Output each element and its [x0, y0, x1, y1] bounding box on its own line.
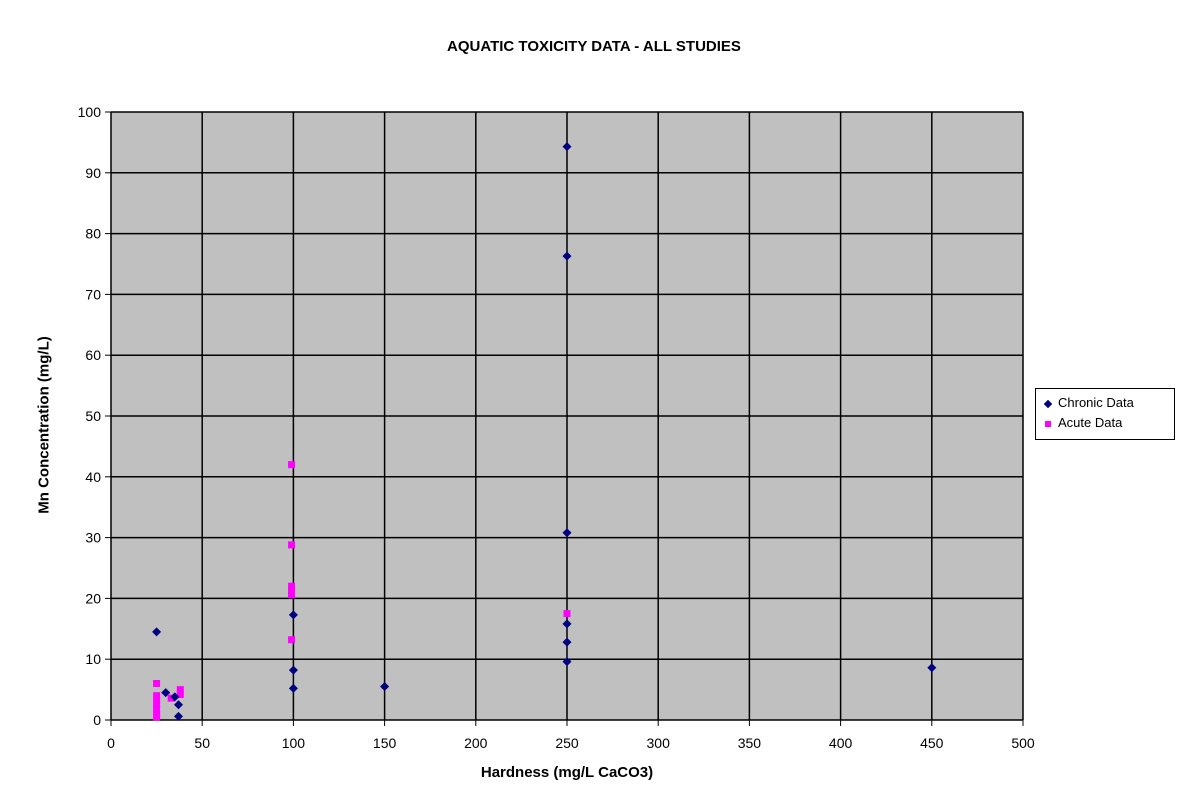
square-marker-icon: [1042, 415, 1054, 430]
x-tick-label: 0: [107, 735, 115, 751]
acute-data-point: [153, 692, 161, 700]
chronic-data-point: [380, 682, 390, 692]
chronic-data-point: [173, 711, 183, 721]
diamond-marker-icon: [1042, 395, 1054, 410]
grid-lines: [111, 111, 1024, 720]
chronic-data-point: [288, 610, 298, 620]
chronic-data-point: [562, 619, 572, 629]
x-tick-label: 500: [1011, 735, 1035, 751]
acute-data-point: [153, 701, 161, 709]
chronic-data-point: [562, 142, 572, 152]
x-tick-label: 300: [647, 735, 671, 751]
tick-labels: 0 50 100 150 200 250 300 350 400 450 500 0 10 20 30 40 5…: [78, 104, 1035, 751]
acute-data-point: [288, 541, 296, 549]
legend-item-acute: Acute Data: [1036, 412, 1174, 432]
acute-data-point: [288, 591, 296, 599]
x-tick-label: 200: [464, 735, 488, 751]
chronic-data-point: [562, 251, 572, 261]
x-tick-label: 450: [920, 735, 944, 751]
chronic-data-point: [288, 683, 298, 693]
chronic-data-point: [562, 657, 572, 667]
y-tick-label: 40: [85, 469, 101, 485]
y-tick-label: 0: [93, 712, 101, 728]
x-tick-label: 150: [373, 735, 397, 751]
y-tick-label: 10: [85, 651, 101, 667]
legend-label-chronic: Chronic Data: [1058, 394, 1134, 410]
acute-data-point: [288, 586, 296, 594]
chronic-data-point: [288, 665, 298, 675]
x-tick-label: 400: [829, 735, 853, 751]
legend-label-acute: Acute Data: [1058, 414, 1123, 430]
y-tick-label: 50: [85, 408, 101, 424]
legend-item-chronic: Chronic Data: [1036, 392, 1174, 412]
y-tick-label: 80: [85, 226, 101, 242]
x-axis-label: Hardness (mg/L CaCO3): [480, 764, 654, 781]
y-tick-label: 30: [85, 530, 101, 546]
acute-data-point: [153, 680, 161, 688]
chart-title: AQUATIC TOXICITY DATA - ALL STUDIES: [447, 38, 741, 55]
chronic-data-point: [161, 688, 171, 698]
acute-data-point: [167, 694, 175, 702]
axis-ticks: [105, 111, 1024, 726]
acute-data-point: [176, 686, 184, 694]
acute-data-point: [153, 705, 161, 713]
x-tick-label: 100: [282, 735, 306, 751]
acute-data-point: [288, 582, 296, 590]
x-tick-label: 250: [555, 735, 579, 751]
y-tick-label: 20: [85, 590, 101, 606]
acute-data-point: [563, 610, 571, 618]
legend: Chronic Data Acute Data: [1035, 388, 1175, 440]
acute-data-point: [176, 690, 184, 698]
x-tick-label: 350: [738, 735, 762, 751]
y-axis-label: Mn Concentration (mg/L): [35, 336, 53, 514]
acute-data-point: [288, 636, 296, 644]
chronic-data-point: [927, 663, 937, 673]
acute-data-point: [288, 461, 296, 469]
acute-data-point: [153, 697, 161, 705]
y-tick-label: 90: [85, 165, 101, 181]
x-tick-label: 50: [194, 735, 210, 751]
chronic-data-point: [562, 528, 572, 538]
chronic-data-point: [173, 700, 183, 710]
y-tick-label: 60: [85, 347, 101, 363]
y-tick-label: 100: [78, 104, 102, 120]
y-tick-label: 70: [85, 286, 101, 302]
chronic-data-point: [152, 627, 162, 637]
data-markers: [152, 142, 937, 721]
acute-data-point: [153, 713, 161, 721]
chronic-data-point: [562, 637, 572, 647]
chronic-data-point: [170, 692, 180, 702]
